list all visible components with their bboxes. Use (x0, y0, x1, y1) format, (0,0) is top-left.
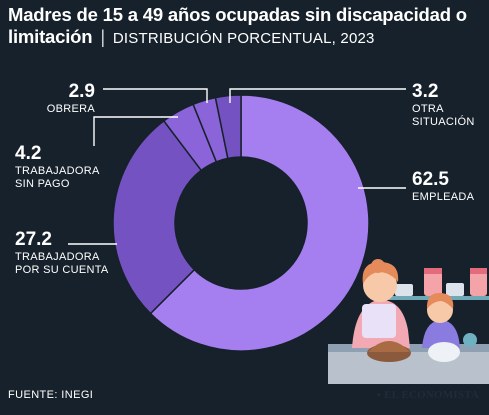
brand-logo: ▪ EL ECONOMISTA (377, 389, 480, 401)
value-label-empleada: 62.5 (412, 169, 449, 190)
leader-lines (68, 88, 406, 245)
leader-sin-pago (93, 116, 178, 146)
source-note: FUENTE: INEGI (8, 389, 94, 401)
leader-otra-situacion (229, 88, 406, 103)
slice-por-su-cuenta (112, 119, 203, 315)
brand-name: EL ECONOMISTA (384, 389, 480, 401)
title-separator: | (100, 26, 105, 47)
category-label-sin-pago: TRABAJADORA (15, 165, 100, 177)
category-label-obrera: OBRERA (47, 103, 96, 115)
donut-slices (112, 94, 370, 352)
category-label-otra-situacion: SITUACIÓN (412, 115, 475, 128)
value-label-otra-situacion: 3.2 (412, 81, 438, 102)
chart-subtitle: DISTRIBUCIÓN PORCENTUAL, 2023 (112, 30, 375, 47)
value-label-obrera: 2.9 (69, 81, 95, 102)
category-label-otra-situacion: OTRA (412, 103, 444, 115)
value-label-por-su-cuenta: 27.2 (15, 229, 52, 250)
category-label-por-su-cuenta: TRABAJADORA (15, 251, 100, 263)
chart-title: Madres de 15 a 49 años ocupadas sin disc… (8, 4, 486, 50)
slice-empleada (149, 94, 370, 352)
category-label-empleada: EMPLEADA (412, 191, 475, 203)
leader-obrera (103, 88, 208, 103)
category-label-sin-pago: SIN PAGO (15, 178, 70, 190)
baking-illustration (328, 259, 489, 384)
title-text: Madres de 15 a 49 años ocupadas sin disc… (8, 4, 467, 47)
category-label-por-su-cuenta: POR SU CUENTA (15, 264, 109, 276)
value-label-sin-pago: 4.2 (15, 143, 41, 164)
slice-otra-situacion (214, 94, 242, 160)
